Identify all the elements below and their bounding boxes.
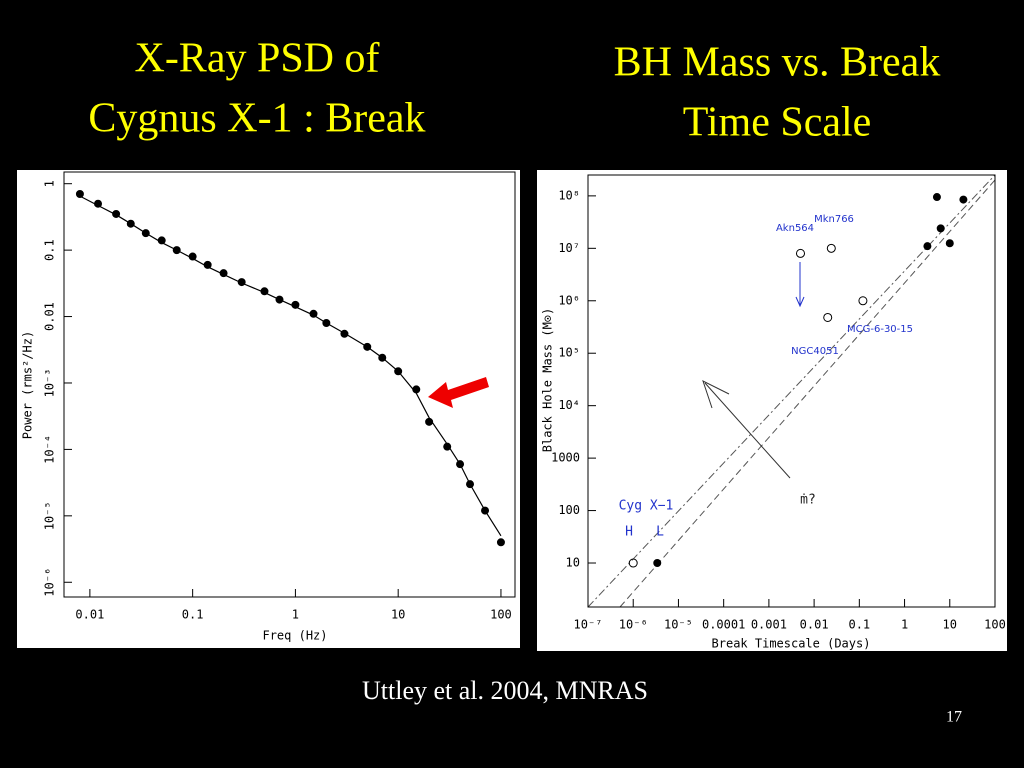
akn-arrow-head bbox=[795, 296, 805, 308]
y-tick-label: 10⁻⁵ bbox=[43, 501, 57, 530]
x-tick-label: 10 bbox=[391, 608, 405, 622]
dash-dot-line bbox=[587, 174, 996, 608]
data-point bbox=[795, 248, 805, 258]
x-tick-label: 0.01 bbox=[75, 608, 104, 622]
data-point bbox=[826, 243, 836, 253]
y-tick-label: 10⁻⁶ bbox=[43, 568, 57, 597]
data-point bbox=[75, 189, 84, 198]
annotation: Cyg X−1 bbox=[619, 499, 674, 514]
x-tick-label: 0.001 bbox=[751, 618, 787, 632]
x-tick-label: 100 bbox=[490, 608, 512, 622]
x-tick-label: 0.1 bbox=[848, 618, 870, 632]
annotation: L bbox=[656, 525, 664, 540]
y-tick-label: 10⁶ bbox=[558, 293, 580, 307]
x-tick-label: 10⁻⁵ bbox=[664, 618, 693, 632]
annotation: Akn564 bbox=[776, 223, 814, 234]
model-line bbox=[79, 195, 502, 537]
title-left-2: Cygnus X-1 : Break bbox=[88, 96, 425, 142]
y-tick-label: 10⁵ bbox=[558, 346, 580, 360]
red-arrow bbox=[428, 377, 489, 408]
y-tick-label: 10 bbox=[566, 556, 580, 570]
data-point bbox=[496, 538, 505, 547]
data-point bbox=[858, 296, 868, 306]
y-tick-label: 1 bbox=[43, 180, 57, 187]
x-tick-label: 1 bbox=[901, 618, 908, 632]
x-tick-label: 10⁻⁶ bbox=[619, 618, 648, 632]
annotation: MCG-6-30-15 bbox=[847, 324, 913, 335]
x-tick-label: 100 bbox=[984, 618, 1006, 632]
annotation: NGC4051 bbox=[791, 346, 839, 357]
annotation: Mkn766 bbox=[814, 214, 854, 225]
annotation: H bbox=[625, 525, 633, 540]
data-point bbox=[945, 239, 954, 248]
data-point bbox=[628, 558, 638, 568]
mdot-arrow-shaft bbox=[704, 382, 791, 479]
dashed-line bbox=[619, 179, 996, 608]
x-tick-label: 0.01 bbox=[800, 618, 829, 632]
y-tick-label: 100 bbox=[558, 503, 580, 517]
citation: Uttley et al. 2004, MNRAS bbox=[362, 676, 648, 705]
data-point bbox=[959, 195, 968, 204]
plot-frame bbox=[587, 174, 996, 608]
y-axis-label: Black Hole Mass (M⊙) bbox=[541, 308, 555, 453]
x-tick-label: 10⁻⁷ bbox=[574, 618, 603, 632]
title-right-1: BH Mass vs. Break bbox=[614, 40, 941, 86]
x-axis-label: Break Timescale (Days) bbox=[712, 637, 871, 651]
y-tick-label: 10⁻³ bbox=[43, 369, 57, 398]
x-axis-label: Freq (Hz) bbox=[262, 629, 327, 643]
data-point bbox=[823, 312, 833, 322]
page-number: 17 bbox=[946, 709, 962, 726]
y-tick-label: 0.01 bbox=[43, 302, 57, 331]
data-point bbox=[936, 224, 945, 233]
annotation: ṁ? bbox=[800, 493, 816, 508]
x-tick-label: 0.0001 bbox=[702, 618, 745, 632]
mdot-arrow-head bbox=[702, 380, 730, 409]
data-point bbox=[932, 193, 941, 202]
y-axis-label: Power (rms²/Hz) bbox=[21, 331, 35, 439]
panel-left bbox=[17, 170, 520, 648]
y-tick-label: 0.1 bbox=[43, 239, 57, 261]
y-tick-label: 10⁷ bbox=[558, 241, 580, 255]
data-point bbox=[923, 242, 932, 251]
y-tick-label: 10⁻⁴ bbox=[43, 435, 57, 464]
x-tick-label: 0.1 bbox=[182, 608, 204, 622]
plot-frame bbox=[63, 171, 516, 598]
title-right-2: Time Scale bbox=[683, 100, 872, 146]
panel-right bbox=[537, 170, 1007, 651]
y-tick-label: 10⁴ bbox=[558, 398, 580, 412]
y-tick-label: 1000 bbox=[551, 451, 580, 465]
title-left-1: X-Ray PSD of bbox=[134, 36, 379, 82]
data-point bbox=[653, 559, 662, 568]
x-tick-label: 10 bbox=[943, 618, 957, 632]
y-tick-label: 10⁸ bbox=[558, 188, 580, 202]
x-tick-label: 1 bbox=[292, 608, 299, 622]
